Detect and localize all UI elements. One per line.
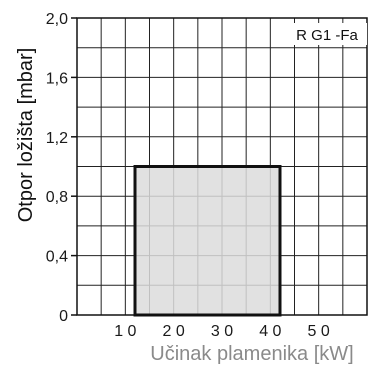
y-axis-ticks: 0 0,4 0,8 1,2 1,6 2,0 [46,11,77,325]
y-tick-label: 2,0 [46,11,68,28]
x-axis-label: Učinak plamenika [kW] [150,343,353,365]
operating-range-region [133,165,282,317]
y-tick-label: 0,4 [46,249,68,266]
y-tick-label: 1,6 [46,70,68,87]
y-tick-label: 0 [59,308,68,325]
x-tick-label: 1 0 [114,323,136,340]
x-tick-label: 2 0 [163,323,185,340]
y-axis-label: Otpor ložišta [mbar] [15,48,37,223]
x-tick-label: 3 0 [211,323,233,340]
model-label: R G1 -Fa [296,27,358,44]
plot-frame [76,17,368,316]
y-tick-label: 1,2 [46,130,68,147]
x-axis-ticks: 1 0 2 0 3 0 4 0 5 0 [114,323,330,340]
x-tick-label: 5 0 [308,323,330,340]
model-label-box [287,23,367,45]
x-tick-label: 4 0 [259,323,281,340]
y-tick-label: 0,8 [46,189,68,206]
